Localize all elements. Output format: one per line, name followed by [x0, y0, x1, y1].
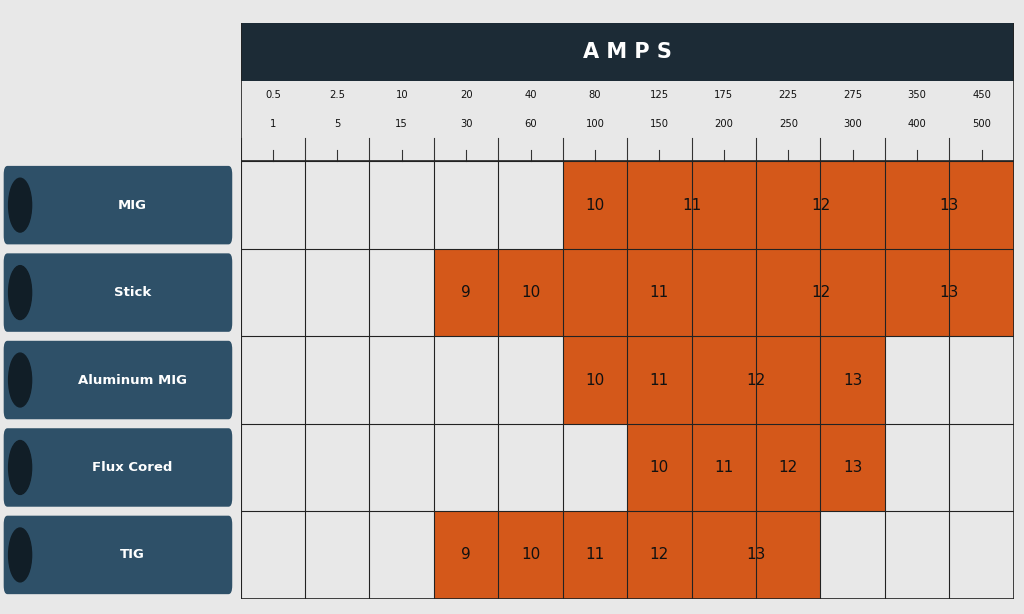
Circle shape	[8, 266, 32, 319]
Text: TIG: TIG	[120, 548, 145, 561]
Text: 225: 225	[778, 90, 798, 100]
Text: 13: 13	[843, 373, 862, 387]
Circle shape	[8, 353, 32, 407]
Text: 11: 11	[714, 460, 733, 475]
Text: MIG: MIG	[118, 199, 147, 212]
Text: 2.5: 2.5	[330, 90, 345, 100]
FancyBboxPatch shape	[4, 254, 232, 332]
Text: 12: 12	[811, 285, 830, 300]
Text: 20: 20	[460, 90, 472, 100]
FancyBboxPatch shape	[4, 166, 232, 244]
Text: 9: 9	[461, 285, 471, 300]
Bar	[627, 336, 691, 424]
Text: 250: 250	[779, 119, 798, 129]
Text: 13: 13	[940, 285, 959, 300]
Text: 11: 11	[650, 285, 669, 300]
Bar	[885, 161, 1014, 249]
Text: 350: 350	[907, 90, 927, 100]
Text: Aluminum MIG: Aluminum MIG	[78, 373, 187, 387]
Text: 150: 150	[650, 119, 669, 129]
Text: 1: 1	[269, 119, 276, 129]
Bar	[499, 511, 563, 599]
Text: 60: 60	[524, 119, 537, 129]
Text: 500: 500	[972, 119, 991, 129]
Bar	[691, 424, 756, 511]
Text: 10: 10	[521, 548, 541, 562]
Bar	[499, 249, 563, 336]
Bar	[434, 249, 499, 336]
Bar	[820, 336, 885, 424]
Text: 15: 15	[395, 119, 409, 129]
Text: 275: 275	[843, 90, 862, 100]
FancyBboxPatch shape	[4, 341, 232, 419]
Text: 9: 9	[461, 548, 471, 562]
Text: 10: 10	[586, 373, 604, 387]
Bar	[691, 336, 820, 424]
Bar	[885, 249, 1014, 336]
Bar	[563, 161, 627, 249]
Text: 11: 11	[682, 198, 701, 212]
Text: 10: 10	[395, 90, 408, 100]
Text: 80: 80	[589, 90, 601, 100]
Bar	[563, 511, 627, 599]
Bar	[241, 23, 1014, 81]
Text: 13: 13	[746, 548, 766, 562]
Text: 11: 11	[586, 548, 604, 562]
FancyBboxPatch shape	[4, 516, 232, 594]
Circle shape	[8, 178, 32, 232]
Text: 100: 100	[586, 119, 604, 129]
Text: Stick: Stick	[114, 286, 152, 299]
Text: 125: 125	[650, 90, 669, 100]
FancyBboxPatch shape	[4, 428, 232, 507]
Text: 30: 30	[460, 119, 472, 129]
Bar	[756, 424, 820, 511]
Text: 12: 12	[778, 460, 798, 475]
Circle shape	[8, 528, 32, 582]
Bar	[563, 336, 627, 424]
Text: 10: 10	[650, 460, 669, 475]
Text: 13: 13	[843, 460, 862, 475]
Text: 13: 13	[940, 198, 959, 212]
Circle shape	[8, 440, 32, 494]
Text: 450: 450	[972, 90, 991, 100]
Text: 200: 200	[715, 119, 733, 129]
Bar	[756, 249, 885, 336]
Bar	[627, 161, 756, 249]
Bar	[627, 424, 691, 511]
Text: 10: 10	[521, 285, 541, 300]
Text: 12: 12	[811, 198, 830, 212]
Text: 10: 10	[586, 198, 604, 212]
Bar	[820, 424, 885, 511]
Text: Flux Cored: Flux Cored	[92, 461, 173, 474]
Bar	[691, 511, 820, 599]
Text: 40: 40	[524, 90, 537, 100]
Text: A M P S: A M P S	[583, 42, 672, 62]
Text: 12: 12	[650, 548, 669, 562]
Text: 0.5: 0.5	[265, 90, 281, 100]
Text: 5: 5	[334, 119, 340, 129]
Bar	[756, 161, 885, 249]
Bar	[627, 511, 691, 599]
Text: 175: 175	[715, 90, 733, 100]
Bar	[563, 249, 756, 336]
Text: 11: 11	[650, 373, 669, 387]
Bar	[434, 511, 499, 599]
Text: 400: 400	[907, 119, 927, 129]
Text: 300: 300	[844, 119, 862, 129]
Text: 12: 12	[746, 373, 766, 387]
